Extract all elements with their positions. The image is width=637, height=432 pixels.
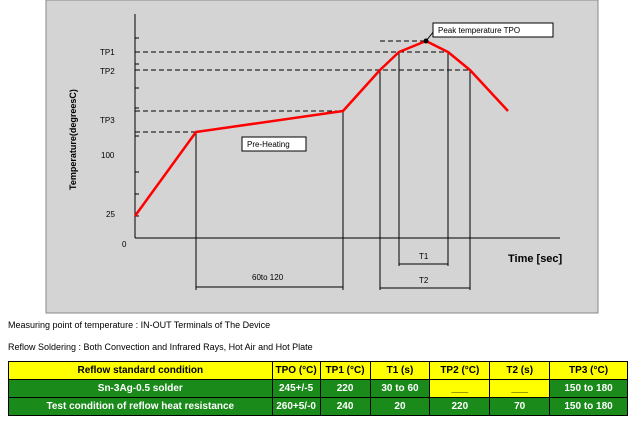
- peak-callout-label: Peak temperature TPO: [438, 26, 520, 35]
- tick-label-100: 100: [101, 151, 115, 160]
- cell-condition: Sn-3Ag-0.5 solder: [8, 379, 273, 398]
- cell-tp3: 150 to 180: [549, 397, 628, 416]
- cell-tp1: 220: [319, 379, 371, 398]
- cell-tp2: 220: [429, 397, 491, 416]
- peak-callout-box: [432, 22, 554, 38]
- span-t2-label: T2: [419, 276, 429, 285]
- reflow-condition-table: Reflow standard condition TPO (°C) TP1 (…: [8, 361, 628, 416]
- header-tp3: TP3 (°C): [549, 361, 628, 380]
- cell-t1: 20: [369, 397, 431, 416]
- tick-label-tp1: TP1: [100, 48, 115, 57]
- table-row: Sn-3Ag-0.5 solder 245+/-5 220 30 to 60 _…: [8, 379, 628, 398]
- header-tp2: TP2 (°C): [429, 361, 491, 380]
- header-t1: T1 (s): [369, 361, 431, 380]
- preheat-callout-box: [241, 136, 307, 152]
- tick-label-25: 25: [106, 210, 115, 219]
- table-header-row: Reflow standard condition TPO (°C) TP1 (…: [8, 361, 628, 380]
- header-tp1: TP1 (°C): [319, 361, 371, 380]
- header-tpo: TPO (°C): [271, 361, 321, 380]
- tick-label-0: 0: [122, 240, 127, 249]
- span-preheat-label: 60to 120: [252, 273, 284, 282]
- table-row: Test condition of reflow heat resistance…: [8, 397, 628, 416]
- reflow-method-note: Reflow Soldering : Both Convection and I…: [8, 342, 313, 352]
- cell-tp2: ___: [429, 379, 491, 398]
- measuring-point-note: Measuring point of temperature : IN-OUT …: [8, 320, 271, 330]
- plot-background: [45, 0, 599, 314]
- x-axis-label: Time [sec]: [508, 253, 563, 265]
- y-minor-ticks: [135, 37, 139, 217]
- reflow-temperature-curve: [133, 39, 509, 217]
- tick-label-tp2: TP2: [100, 67, 115, 76]
- cell-t2: 70: [489, 397, 551, 416]
- tick-label-tp3: TP3: [100, 116, 115, 125]
- header-condition: Reflow standard condition: [8, 361, 273, 380]
- y-axis-label: Temperature(degreesC): [68, 89, 78, 190]
- temperature-reference-lines: [135, 40, 470, 133]
- cell-tpo: 245+/-5: [271, 379, 321, 398]
- cell-condition: Test condition of reflow heat resistance: [8, 397, 273, 416]
- span-t1-label: T1: [419, 252, 429, 261]
- preheat-callout-label: Pre-Heating: [247, 140, 290, 149]
- cell-tpo: 260+5/-0: [271, 397, 321, 416]
- reflow-profile-diagram: TP1 TP2 TP3 100 25 0 Temperature(degrees…: [45, 0, 599, 314]
- cell-tp3: 150 to 180: [549, 379, 628, 398]
- header-t2: T2 (s): [489, 361, 551, 380]
- cell-tp1: 240: [319, 397, 371, 416]
- cell-t1: 30 to 60: [369, 379, 431, 398]
- cell-t2: ___: [489, 379, 551, 398]
- time-guide-lines: [195, 52, 471, 290]
